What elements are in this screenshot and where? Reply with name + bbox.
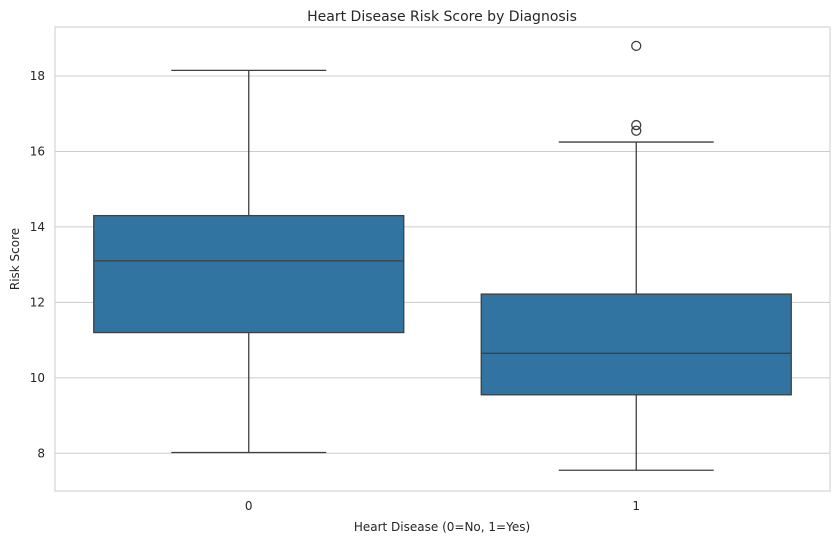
boxes xyxy=(93,40,792,471)
y-tick-label: 12 xyxy=(30,295,45,309)
outlier-point xyxy=(631,40,642,52)
y-tick-label: 14 xyxy=(30,220,45,234)
plot-area-frame xyxy=(54,26,831,492)
y-tick-label: 18 xyxy=(30,69,45,83)
outlier-point xyxy=(631,119,642,131)
box-group xyxy=(93,69,405,454)
x-axis-label: Heart Disease (0=No, 1=Yes) xyxy=(354,520,530,534)
y-tick-label: 8 xyxy=(37,446,45,460)
chart-title: Heart Disease Risk Score by Diagnosis xyxy=(307,9,577,25)
y-axis-label: Risk Score xyxy=(8,228,22,290)
y-tick-label: 10 xyxy=(30,371,45,385)
y-tick-labels: 8 10 12 14 16 18 xyxy=(30,69,45,460)
box-iqr xyxy=(480,293,792,396)
box-iqr xyxy=(93,214,405,334)
y-tick-label: 16 xyxy=(30,144,45,158)
outlier-point xyxy=(631,125,642,136)
x-tick-label: 0 xyxy=(245,499,253,513)
x-tick-label: 1 xyxy=(632,499,640,513)
box-group xyxy=(480,40,792,471)
